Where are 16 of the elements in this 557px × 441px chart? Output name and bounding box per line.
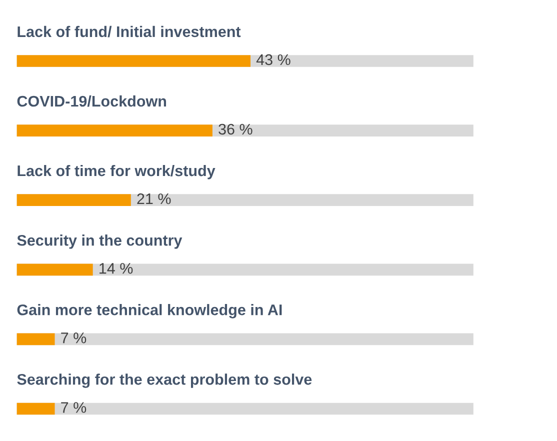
data-label: 43 %: [256, 54, 290, 66]
y-tick-label: Lack of fund/ Initial investment: [18, 26, 241, 38]
y-tick-label: Searching for the exact problem to solve: [17, 374, 312, 388]
bar: [16, 333, 55, 346]
data-label: 7 %: [61, 332, 86, 344]
data-label: 21 %: [137, 193, 171, 204]
y-tick-label: COVID-19/Lockdown: [17, 95, 166, 107]
bar: [16, 194, 131, 206]
data-label: 36 %: [218, 124, 252, 135]
y-tick-label: Lack of time for work/study: [18, 164, 216, 180]
bar: [16, 402, 55, 415]
bar: [16, 264, 93, 276]
data-label: 7 %: [61, 402, 86, 413]
y-tick-label: Security in the country: [17, 234, 182, 249]
y-tick-label: Gain more technical knowledge in AI: [17, 304, 282, 318]
data-label: 14 %: [100, 263, 133, 274]
